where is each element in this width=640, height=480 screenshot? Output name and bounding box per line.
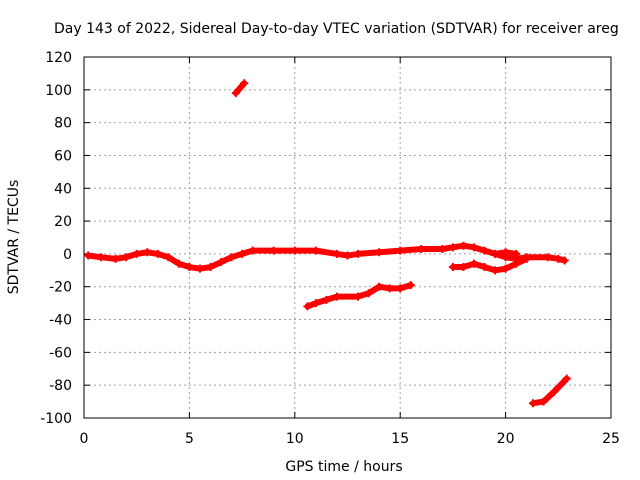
- data-point: [560, 256, 569, 265]
- x-tick-label: 20: [497, 431, 515, 447]
- axis-ticks: [83, 56, 612, 419]
- y-tick-label: 40: [54, 181, 72, 197]
- x-tick-label: 0: [80, 431, 89, 447]
- x-tick-label: 15: [391, 431, 409, 447]
- data-point: [469, 243, 478, 252]
- data-point: [406, 281, 415, 290]
- series-bottom-arc: [529, 374, 571, 408]
- data-point: [512, 259, 521, 268]
- x-tick-label: 25: [602, 431, 620, 447]
- series-mid-arc: [303, 281, 415, 311]
- data-point: [354, 249, 363, 258]
- data-point: [311, 246, 320, 255]
- y-tick-label: -80: [49, 378, 72, 394]
- data-point: [562, 374, 571, 383]
- data-point: [522, 254, 531, 263]
- data-series: [84, 79, 571, 408]
- data-point: [269, 246, 278, 255]
- data-point: [248, 246, 257, 255]
- y-tick-labels: -100 -80 -60 -40 -20 0 20 40 60 80 100 120: [40, 50, 72, 427]
- x-axis-label: GPS time / hours: [285, 459, 402, 475]
- plot-frame: [83, 56, 612, 419]
- y-tick-label: 80: [54, 116, 72, 132]
- data-point: [529, 399, 538, 408]
- y-tick-label: 60: [54, 148, 72, 164]
- series-upper-branch: [491, 248, 521, 258]
- data-point: [143, 248, 152, 257]
- chart-title: Day 143 of 2022, Sidereal Day-to-day VTE…: [54, 21, 619, 37]
- data-point: [227, 253, 236, 262]
- data-point: [84, 251, 93, 260]
- y-axis-label: SDTVAR / TECUs: [6, 180, 22, 295]
- data-point: [240, 79, 249, 88]
- data-point: [480, 263, 489, 272]
- data-point: [469, 259, 478, 268]
- data-point: [111, 254, 120, 263]
- data-point: [512, 249, 521, 258]
- data-point: [385, 284, 394, 293]
- series-line: [85, 242, 568, 272]
- data-point: [501, 264, 510, 273]
- y-tick-label: 0: [63, 247, 72, 263]
- data-point: [332, 249, 341, 258]
- x-tick-label: 10: [286, 431, 304, 447]
- data-point: [491, 249, 500, 258]
- data-point: [459, 263, 468, 272]
- data-point: [303, 302, 312, 311]
- data-point: [448, 243, 457, 252]
- series-spike-top: [231, 79, 249, 98]
- data-point: [539, 397, 548, 406]
- data-point: [491, 266, 500, 275]
- data-point: [375, 248, 384, 257]
- data-point: [311, 299, 320, 308]
- data-point: [459, 241, 468, 250]
- data-point: [206, 263, 215, 272]
- data-point: [217, 258, 226, 267]
- data-point: [417, 244, 426, 253]
- y-tick-label: -100: [40, 411, 72, 427]
- data-point: [343, 251, 352, 260]
- series-line: [232, 80, 248, 97]
- data-point: [364, 289, 373, 298]
- y-tick-label: 20: [54, 214, 72, 230]
- data-point: [332, 292, 341, 301]
- data-point: [122, 253, 131, 262]
- x-tick-label: 5: [185, 431, 194, 447]
- data-point: [396, 284, 405, 293]
- data-point: [96, 253, 105, 262]
- data-point: [438, 244, 447, 253]
- y-tick-label: 120: [45, 50, 72, 66]
- data-point: [543, 253, 552, 262]
- y-tick-label: 100: [45, 83, 72, 99]
- data-point: [231, 89, 240, 98]
- data-point: [480, 246, 489, 255]
- data-point: [290, 246, 299, 255]
- y-tick-label: -40: [49, 313, 72, 329]
- data-point: [185, 263, 194, 272]
- y-tick-label: -20: [49, 280, 72, 296]
- data-point: [554, 254, 563, 263]
- y-tick-label: -60: [49, 345, 72, 361]
- data-point: [448, 263, 457, 272]
- data-point: [164, 253, 173, 262]
- data-point: [354, 292, 363, 301]
- data-point: [322, 295, 331, 304]
- x-tick-labels: 0 5 10 15 20 25: [80, 431, 620, 447]
- data-point: [396, 246, 405, 255]
- data-point: [375, 282, 384, 291]
- data-point: [132, 249, 141, 258]
- data-point: [174, 259, 183, 268]
- series-line: [304, 282, 414, 310]
- data-point: [195, 264, 204, 273]
- data-point: [501, 248, 510, 257]
- series-line: [530, 375, 570, 407]
- data-point: [238, 249, 247, 258]
- series-lower-branch: [448, 254, 531, 275]
- grid: [84, 57, 611, 418]
- data-point: [550, 387, 559, 396]
- data-point: [153, 249, 162, 258]
